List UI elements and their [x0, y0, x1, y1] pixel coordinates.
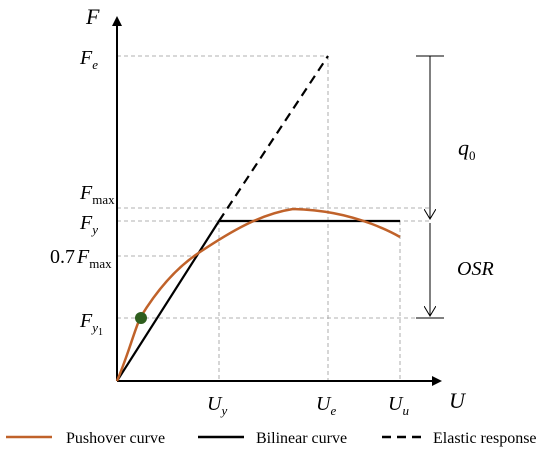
first-yield-marker: [135, 312, 147, 324]
tick-uu: Uu: [388, 393, 409, 418]
tick-fmax: Fmax: [79, 182, 115, 207]
tick-fy1: Fy1: [79, 310, 103, 338]
tick-uy: Uy: [207, 393, 227, 418]
legend-elastic-label: Elastic response: [433, 430, 537, 447]
y-axis-label: F: [85, 4, 100, 29]
legend-pushover-label: Pushover curve: [66, 430, 165, 447]
tick-fmax07: 0.7 Fmax: [50, 246, 112, 271]
elastic-response-line: [218, 55, 329, 222]
legend: Pushover curve Bilinear curve Elastic re…: [6, 430, 537, 447]
x-axis-label: U: [449, 388, 467, 413]
legend-bilinear-label: Bilinear curve: [256, 430, 347, 447]
guide-lines: [117, 55, 430, 381]
tick-ue: Ue: [316, 393, 336, 418]
tick-fy: Fy: [79, 212, 98, 237]
bilinear-curve: [116, 219, 400, 382]
tick-fe: Fe: [79, 47, 98, 72]
osr-label: OSR: [457, 258, 494, 280]
q0-label: q0: [458, 135, 476, 163]
pushover-curve: [115, 207, 401, 382]
